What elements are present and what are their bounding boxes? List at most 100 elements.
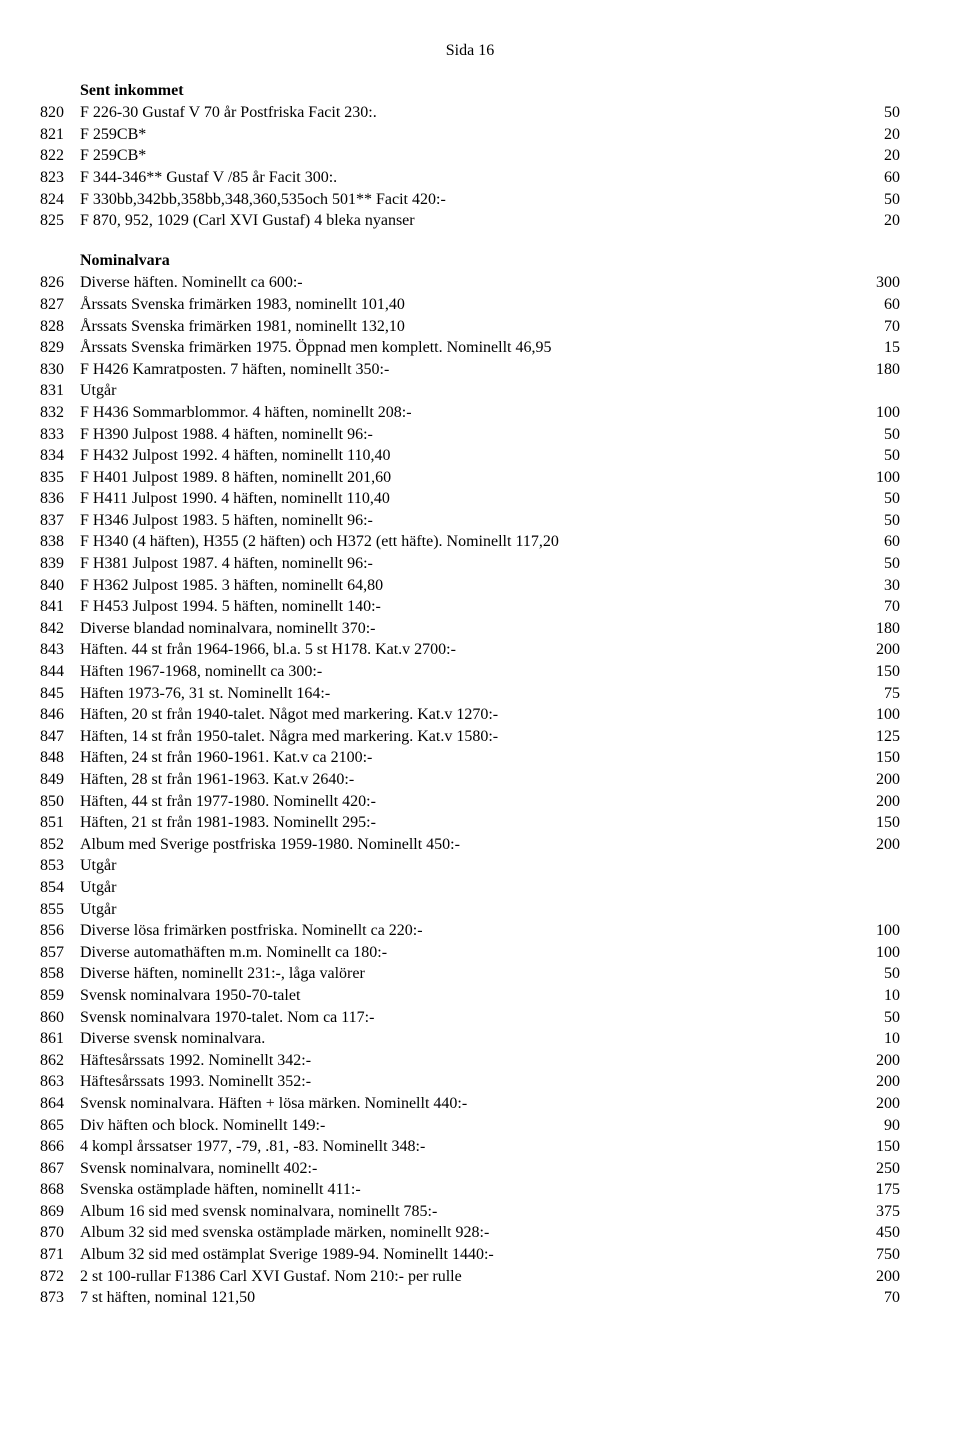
- lot-description: F H340 (4 häften), H355 (2 häften) och H…: [80, 531, 850, 553]
- catalog-row: 829Årssats Svenska frimärken 1975. Öppna…: [40, 337, 900, 359]
- lot-description: Utgår: [80, 380, 850, 402]
- lot-description: Häften, 24 st från 1960-1961. Kat.v ca 2…: [80, 747, 850, 769]
- lot-value: 20: [850, 145, 900, 167]
- lot-value: 150: [850, 1136, 900, 1158]
- catalog-row: 844Häften 1967-1968, nominellt ca 300:-1…: [40, 661, 900, 683]
- lot-number: 852: [40, 834, 80, 856]
- lot-value: 60: [850, 167, 900, 189]
- lot-value: 300: [850, 272, 900, 294]
- catalog-row: 831Utgår: [40, 380, 900, 402]
- lot-number: 851: [40, 812, 80, 834]
- lot-number: 821: [40, 124, 80, 146]
- lot-number: 844: [40, 661, 80, 683]
- lot-description: F H401 Julpost 1989. 8 häften, nominellt…: [80, 467, 850, 489]
- lot-description: Utgår: [80, 877, 850, 899]
- lot-value: 375: [850, 1201, 900, 1223]
- lot-number: 827: [40, 294, 80, 316]
- lot-description: Album med Sverige postfriska 1959-1980. …: [80, 834, 850, 856]
- catalog-row: 839F H381 Julpost 1987. 4 häften, nomine…: [40, 553, 900, 575]
- catalog-row: 869Album 16 sid med svensk nominalvara, …: [40, 1201, 900, 1223]
- catalog-row: 854Utgår: [40, 877, 900, 899]
- lot-description: Album 32 sid med svenska ostämplade märk…: [80, 1222, 850, 1244]
- catalog-row: 857Diverse automathäften m.m. Nominellt …: [40, 942, 900, 964]
- lot-description: F H390 Julpost 1988. 4 häften, nominellt…: [80, 424, 850, 446]
- lot-number: 830: [40, 359, 80, 381]
- lot-value: 200: [850, 1050, 900, 1072]
- section-title: Sent inkommet: [80, 80, 900, 102]
- catalog-row: 8664 kompl årssatser 1977, -79, .81, -83…: [40, 1136, 900, 1158]
- catalog-row: 845Häften 1973-76, 31 st. Nominellt 164:…: [40, 683, 900, 705]
- catalog-row: 837F H346 Julpost 1983. 5 häften, nomine…: [40, 510, 900, 532]
- lot-number: 859: [40, 985, 80, 1007]
- lot-number: 841: [40, 596, 80, 618]
- lot-description: Häftesårssats 1992. Nominellt 342:-: [80, 1050, 850, 1072]
- catalog-row: 8722 st 100-rullar F1386 Carl XVI Gustaf…: [40, 1266, 900, 1288]
- lot-value: 150: [850, 661, 900, 683]
- lot-description: Häften, 44 st från 1977-1980. Nominellt …: [80, 791, 850, 813]
- lot-description: Utgår: [80, 855, 850, 877]
- lot-number: 834: [40, 445, 80, 467]
- lot-description: Diverse häften. Nominellt ca 600:-: [80, 272, 850, 294]
- lot-number: 865: [40, 1115, 80, 1137]
- lot-value: 450: [850, 1222, 900, 1244]
- catalog-row: 853Utgår: [40, 855, 900, 877]
- lot-value: 100: [850, 942, 900, 964]
- lot-description: Häftesårssats 1993. Nominellt 352:-: [80, 1071, 850, 1093]
- lot-value: 50: [850, 510, 900, 532]
- catalog-row: 836F H411 Julpost 1990. 4 häften, nomine…: [40, 488, 900, 510]
- catalog-row: 864Svensk nominalvara. Häften + lösa mär…: [40, 1093, 900, 1115]
- lot-value: 90: [850, 1115, 900, 1137]
- lot-number: 838: [40, 531, 80, 553]
- lot-number: 847: [40, 726, 80, 748]
- lot-value: 100: [850, 704, 900, 726]
- catalog-row: 867Svensk nominalvara, nominellt 402:-25…: [40, 1158, 900, 1180]
- lot-description: F 259CB*: [80, 145, 850, 167]
- lot-value: 100: [850, 920, 900, 942]
- lot-number: 824: [40, 189, 80, 211]
- catalog-row: 850Häften, 44 st från 1977-1980. Nominel…: [40, 791, 900, 813]
- lot-value: 200: [850, 769, 900, 791]
- catalog-row: 832F H436 Sommarblommor. 4 häften, nomin…: [40, 402, 900, 424]
- lot-value: 50: [850, 189, 900, 211]
- lot-number: 828: [40, 316, 80, 338]
- catalog-row: 833F H390 Julpost 1988. 4 häften, nomine…: [40, 424, 900, 446]
- lot-description: F H436 Sommarblommor. 4 häften, nominell…: [80, 402, 850, 424]
- catalog-row: 855Utgår: [40, 899, 900, 921]
- catalog-row: 821F 259CB*20: [40, 124, 900, 146]
- lot-description: Album 32 sid med ostämplat Sverige 1989-…: [80, 1244, 850, 1266]
- lot-value: 70: [850, 596, 900, 618]
- catalog-row: 868Svenska ostämplade häften, nominellt …: [40, 1179, 900, 1201]
- lot-number: 840: [40, 575, 80, 597]
- lot-description: F H346 Julpost 1983. 5 häften, nominellt…: [80, 510, 850, 532]
- lot-value: 10: [850, 1028, 900, 1050]
- lot-number: 839: [40, 553, 80, 575]
- lot-number: 864: [40, 1093, 80, 1115]
- lot-value: 200: [850, 639, 900, 661]
- lot-number: 845: [40, 683, 80, 705]
- catalog-row: 843Häften. 44 st från 1964-1966, bl.a. 5…: [40, 639, 900, 661]
- catalog-row: 841F H453 Julpost 1994. 5 häften, nomine…: [40, 596, 900, 618]
- catalog-row: 849Häften, 28 st från 1961-1963. Kat.v 2…: [40, 769, 900, 791]
- lot-description: 7 st häften, nominal 121,50: [80, 1287, 850, 1309]
- catalog-row: 852Album med Sverige postfriska 1959-198…: [40, 834, 900, 856]
- lot-value: 20: [850, 210, 900, 232]
- lot-number: 873: [40, 1287, 80, 1309]
- lot-number: 870: [40, 1222, 80, 1244]
- lot-value: 50: [850, 445, 900, 467]
- lot-description: 4 kompl årssatser 1977, -79, .81, -83. N…: [80, 1136, 850, 1158]
- lot-description: Div häften och block. Nominellt 149:-: [80, 1115, 850, 1137]
- lot-number: 846: [40, 704, 80, 726]
- lot-number: 832: [40, 402, 80, 424]
- lot-description: Diverse svensk nominalvara.: [80, 1028, 850, 1050]
- lot-description: Diverse häften, nominellt 231:-, låga va…: [80, 963, 850, 985]
- lot-number: 835: [40, 467, 80, 489]
- lot-number: 822: [40, 145, 80, 167]
- lot-description: F H432 Julpost 1992. 4 häften, nominellt…: [80, 445, 850, 467]
- lot-value: 200: [850, 834, 900, 856]
- lot-description: Diverse blandad nominalvara, nominellt 3…: [80, 618, 850, 640]
- lot-description: F 344-346** Gustaf V /85 år Facit 300:.: [80, 167, 850, 189]
- lot-value: 75: [850, 683, 900, 705]
- lot-number: 843: [40, 639, 80, 661]
- catalog-row: 858Diverse häften, nominellt 231:-, låga…: [40, 963, 900, 985]
- lot-description: Svenska ostämplade häften, nominellt 411…: [80, 1179, 850, 1201]
